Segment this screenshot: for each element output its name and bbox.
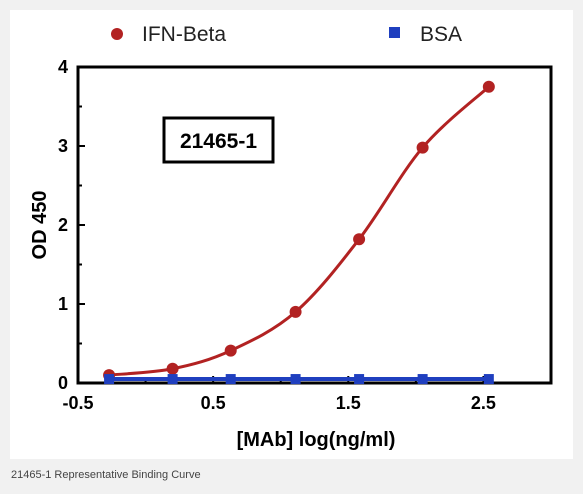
y-tick-label: 0 [58,373,68,393]
data-point-bsa [167,374,178,385]
legend-marker-ifn-beta [111,28,123,40]
y-tick-label: 3 [58,136,68,156]
x-tick-label: 0.5 [201,393,226,413]
series-layer [103,80,495,385]
plot-frame [76,65,553,385]
y-tick-label: 1 [58,294,68,314]
data-point-bsa [290,374,301,385]
legend-label-bsa: BSA [420,23,462,46]
legend-marker-bsa [389,27,400,38]
y-tick-label: 4 [58,57,68,77]
x-tick-label: 1.5 [336,393,361,413]
data-point-ifn-beta [416,141,429,154]
data-point-bsa [483,374,494,385]
figure-card: IFN-Beta BSA -0.5 0.5 1.5 2.5 0 1 2 3 4 21465-1… [10,10,573,459]
data-point-ifn-beta [353,233,366,246]
antibody-label-box: 21465-1 [162,116,275,164]
legend: IFN-Beta BSA [111,23,462,46]
data-point-bsa [104,374,115,385]
y-axis: 0 1 2 3 4 [58,57,85,393]
data-point-bsa [354,374,365,385]
y-tick-label: 2 [58,215,68,235]
data-point-bsa [417,374,428,385]
figure-caption: 21465-1 Representative Binding Curve [11,469,201,481]
data-point-ifn-beta [224,344,237,357]
x-tick-label: 2.5 [471,393,496,413]
antibody-label: 21465-1 [180,130,257,153]
y-axis-label: OD 450 [29,191,51,260]
x-axis-label: [MAb] log(ng/ml) [237,429,396,451]
legend-label-ifn-beta: IFN-Beta [142,23,226,46]
data-point-ifn-beta [166,362,179,375]
data-point-bsa [225,374,236,385]
data-point-ifn-beta [482,80,495,93]
x-tick-label: -0.5 [62,393,93,413]
data-point-ifn-beta [289,305,302,318]
binding-curve-chart: IFN-Beta BSA -0.5 0.5 1.5 2.5 0 1 2 3 4 21465-1… [29,23,553,451]
